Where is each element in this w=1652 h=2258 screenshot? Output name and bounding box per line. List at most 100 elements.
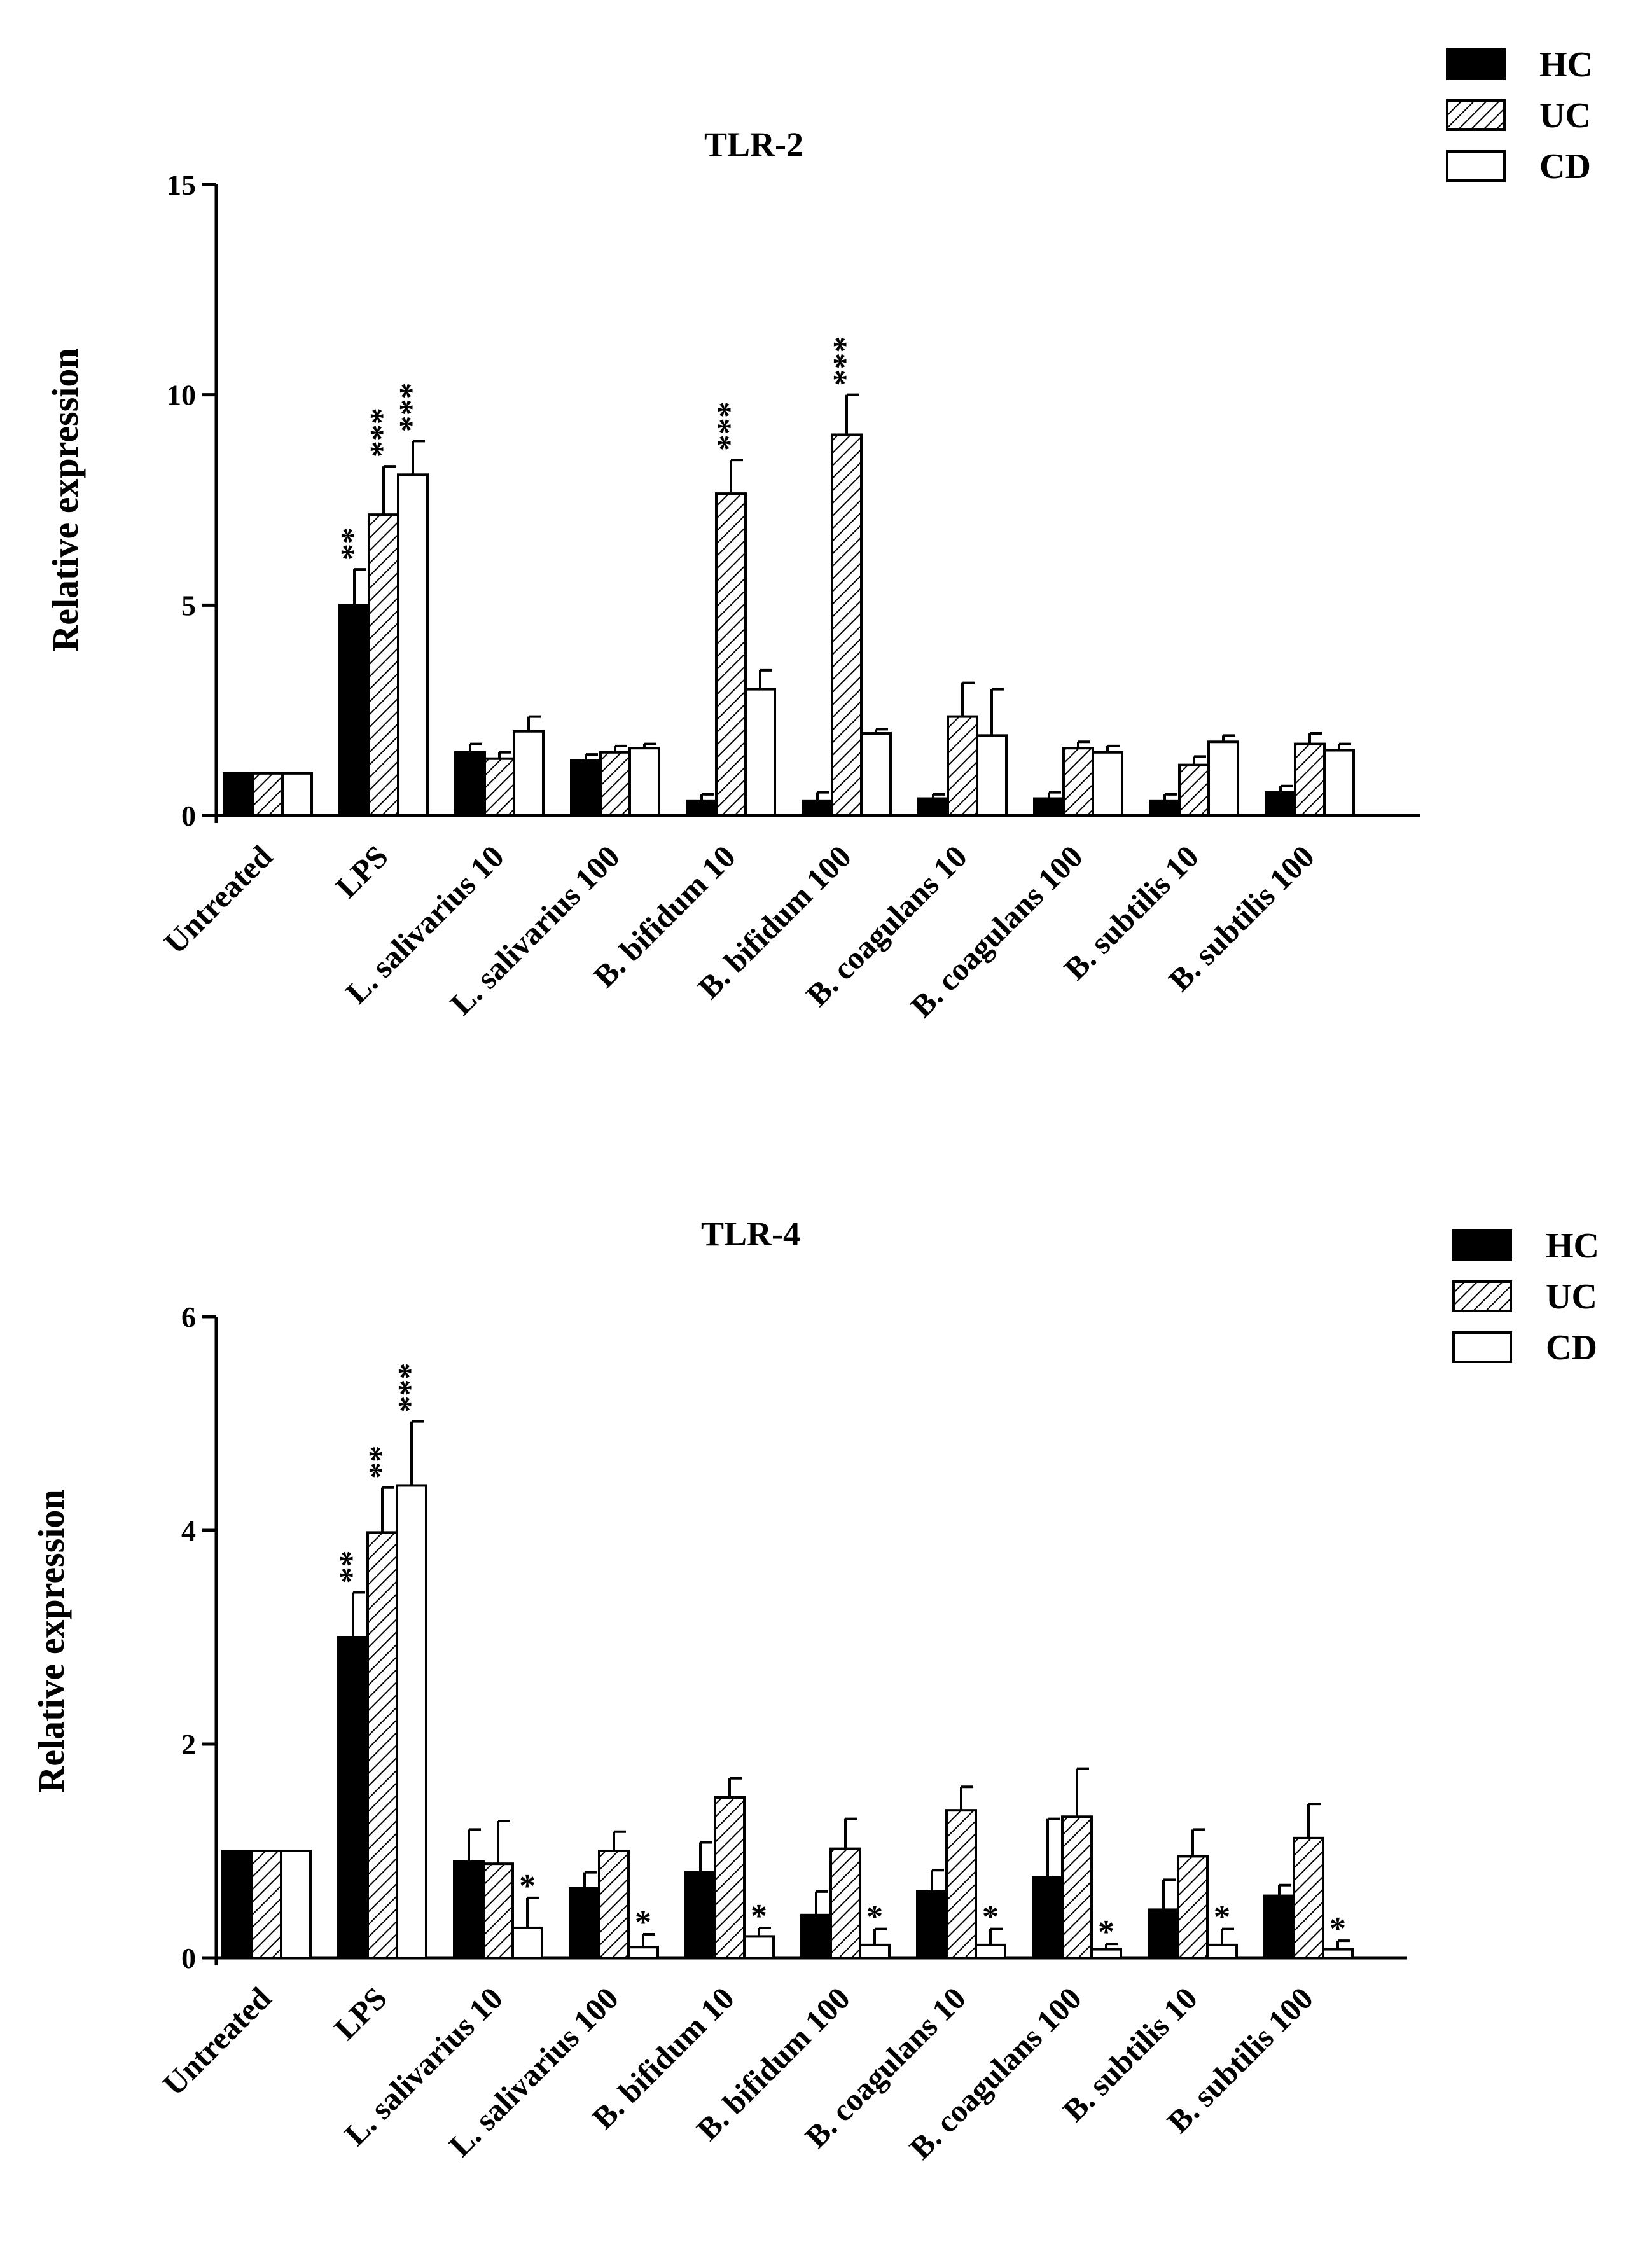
significance-label: * bbox=[1098, 1914, 1114, 1950]
y-axis-label: Relative expression bbox=[45, 348, 86, 651]
y-tick-label: 0 bbox=[181, 800, 196, 832]
bar-cd bbox=[743, 1935, 775, 1959]
bar-cd bbox=[627, 1946, 659, 1959]
bar-cd bbox=[1323, 749, 1355, 817]
bar-hc bbox=[800, 1913, 832, 1960]
legend-label: CD bbox=[1539, 147, 1591, 186]
bar-uc bbox=[482, 1862, 514, 1959]
chart-title: TLR-2 bbox=[704, 125, 803, 163]
bar-cd bbox=[859, 1943, 891, 1960]
bar-hc bbox=[1032, 1876, 1064, 1959]
chart-title: TLR-4 bbox=[701, 1215, 800, 1253]
bar-hc bbox=[1265, 791, 1296, 817]
bar-uc bbox=[1177, 1855, 1209, 1959]
bar-hc bbox=[569, 1887, 600, 1960]
legend-swatch-uc bbox=[1446, 99, 1506, 131]
category-label: LPS bbox=[328, 838, 394, 904]
bar-cd bbox=[1206, 1943, 1238, 1960]
bar-uc bbox=[1061, 1815, 1093, 1959]
y-tick-label: 10 bbox=[167, 379, 196, 412]
bar-uc bbox=[1178, 763, 1210, 817]
bar-uc bbox=[945, 1809, 977, 1959]
legend-label: UC bbox=[1539, 96, 1591, 135]
bar-uc bbox=[831, 433, 863, 817]
bar-uc bbox=[1293, 1836, 1324, 1960]
bar-uc bbox=[366, 1531, 398, 1960]
bar-hc bbox=[221, 1850, 253, 1959]
y-tick-label: 6 bbox=[181, 1301, 196, 1333]
significance-label: * bbox=[982, 1899, 999, 1936]
bar-uc bbox=[715, 492, 747, 817]
bar-hc bbox=[917, 797, 949, 817]
bar-cd bbox=[1207, 740, 1239, 817]
category-label: Untreated bbox=[156, 1980, 278, 2102]
bar-uc bbox=[251, 1850, 282, 1959]
significance-label: * bbox=[1214, 1899, 1230, 1936]
y-tick-label: 4 bbox=[181, 1514, 196, 1547]
significance-label: *** bbox=[393, 382, 429, 432]
category-label: LPS bbox=[327, 1980, 393, 2046]
bar-cd bbox=[513, 730, 545, 817]
bar-hc bbox=[684, 1871, 716, 1960]
bar-cd bbox=[860, 732, 892, 817]
significance-label: *** bbox=[392, 1363, 428, 1413]
bar-cd bbox=[744, 688, 776, 817]
bar-cd bbox=[976, 734, 1008, 817]
bar-hc bbox=[686, 799, 718, 817]
bar-cd bbox=[396, 1484, 427, 1959]
bar-cd bbox=[281, 772, 313, 817]
bar-uc bbox=[1294, 742, 1326, 817]
bar-cd bbox=[628, 747, 660, 817]
legend-swatch-cd bbox=[1452, 1331, 1512, 1363]
tlr2-chart: TLR-2 Relative expression 0 5 10 15 Untreated *… bbox=[45, 45, 1593, 1024]
bar-cd bbox=[975, 1943, 1006, 1960]
bar-hc bbox=[1149, 799, 1181, 817]
bar-hc bbox=[802, 799, 833, 817]
legend-label: HC bbox=[1539, 45, 1593, 85]
legend-swatch-uc bbox=[1452, 1280, 1512, 1312]
significance-label: *** bbox=[827, 336, 863, 386]
legend-swatch-hc bbox=[1446, 48, 1506, 80]
significance-label: * bbox=[519, 1868, 536, 1904]
bar-cd bbox=[397, 473, 429, 817]
bar-uc bbox=[599, 751, 631, 817]
bar-uc bbox=[598, 1850, 630, 1959]
bar-hc bbox=[1033, 797, 1065, 817]
legend-label: HC bbox=[1546, 1226, 1599, 1266]
significance-label: ** bbox=[335, 527, 371, 560]
bar-hc bbox=[916, 1890, 948, 1960]
bar-cd bbox=[1090, 1948, 1122, 1960]
category-label: Untreated bbox=[157, 838, 279, 960]
bar-hc bbox=[1148, 1908, 1179, 1959]
bar-uc bbox=[714, 1796, 746, 1959]
bar-hc bbox=[1263, 1894, 1295, 1960]
legend-swatch-hc bbox=[1452, 1229, 1512, 1261]
legend-label: CD bbox=[1546, 1328, 1597, 1368]
significance-label: ** bbox=[333, 1550, 370, 1583]
significance-label: * bbox=[635, 1904, 651, 1941]
bar-cd bbox=[511, 1926, 543, 1959]
legend-swatch-cd bbox=[1446, 150, 1506, 182]
y-tick-label: 5 bbox=[181, 589, 196, 621]
bar-uc bbox=[368, 513, 399, 817]
bar-hc bbox=[337, 1636, 369, 1959]
legend-label: UC bbox=[1546, 1277, 1597, 1317]
bar-uc bbox=[252, 772, 284, 817]
y-tick-label: 2 bbox=[181, 1728, 196, 1761]
bar-hc bbox=[453, 1860, 485, 1960]
bar-uc bbox=[483, 757, 515, 817]
significance-label: * bbox=[866, 1899, 883, 1936]
bar-cd bbox=[280, 1850, 312, 1959]
significance-label: ** bbox=[363, 1446, 399, 1479]
significance-label: *** bbox=[364, 408, 400, 457]
significance-label: * bbox=[1329, 1911, 1346, 1947]
bar-hc bbox=[454, 751, 486, 817]
bar-uc bbox=[947, 715, 978, 817]
bar-cd bbox=[1322, 1948, 1354, 1960]
bar-hc bbox=[570, 759, 602, 817]
bar-uc bbox=[1062, 747, 1094, 817]
bar-uc bbox=[829, 1847, 861, 1959]
bar-hc bbox=[223, 772, 254, 817]
